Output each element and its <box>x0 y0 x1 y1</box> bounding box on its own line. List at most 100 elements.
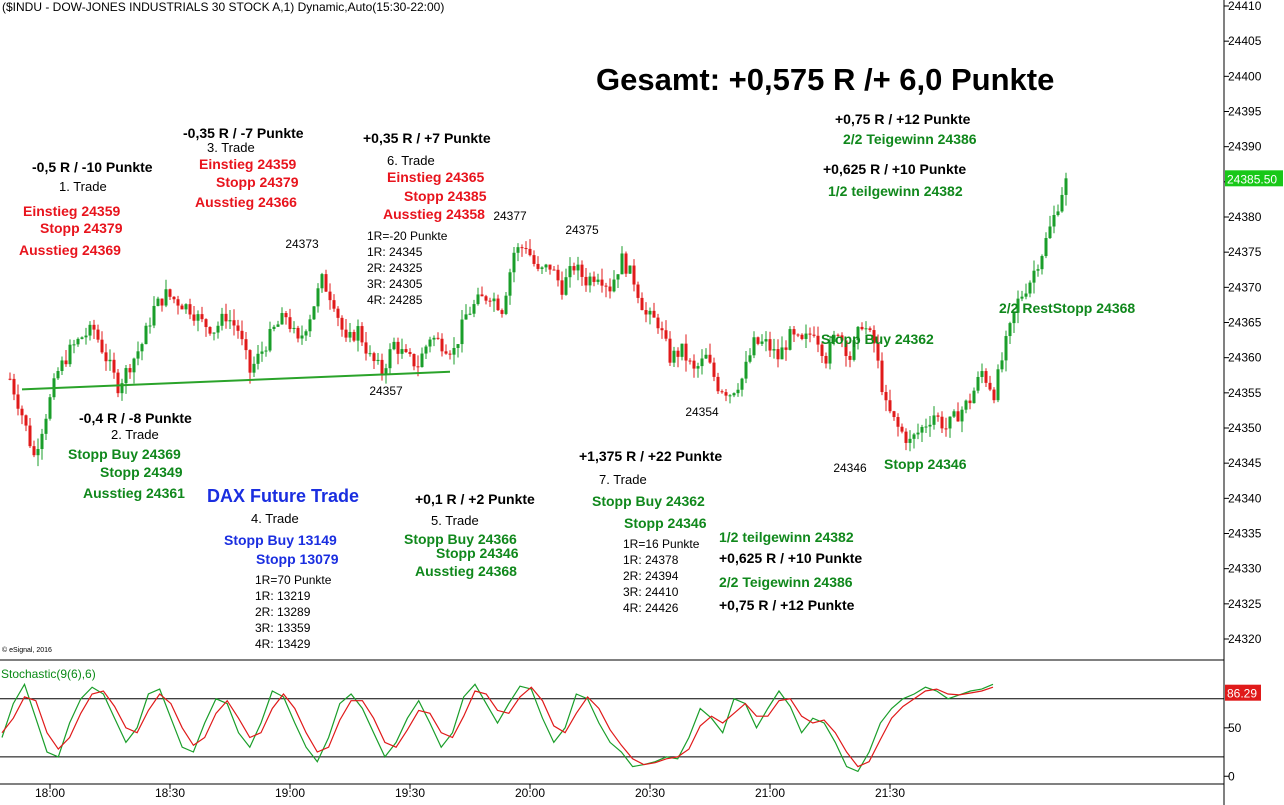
candle-body <box>900 426 904 432</box>
candle-body <box>360 326 364 343</box>
candle-body <box>628 265 632 274</box>
t2-stop: Stopp 24349 <box>100 464 183 480</box>
candle-body <box>56 371 60 379</box>
candle-body <box>852 340 856 360</box>
swing-price-label: 24373 <box>285 237 319 251</box>
candle-body <box>84 335 88 338</box>
candle-body <box>1020 296 1024 299</box>
candle-body <box>240 330 244 340</box>
t6-title: 6. Trade <box>387 153 435 168</box>
candle-body <box>664 330 668 339</box>
candle-body <box>332 300 336 309</box>
candle-body <box>656 317 660 329</box>
t4-r2: 2R: 13289 <box>255 605 311 619</box>
candle-body <box>812 334 816 336</box>
candle-body <box>416 366 420 368</box>
candle-body <box>512 252 516 273</box>
time-tick-label: 21:00 <box>755 786 785 800</box>
t7-partial2: 2/2 Teigewinn 24386 <box>719 574 853 590</box>
price-tick-label: 24345 <box>1228 456 1262 470</box>
chart-stop-buy: Stopp Buy 24362 <box>821 331 934 347</box>
candle-body <box>808 333 812 335</box>
candle-body <box>40 433 44 450</box>
candle-body <box>560 280 564 295</box>
t3-stop: Stopp 24379 <box>216 174 299 190</box>
candle-body <box>436 337 440 339</box>
candle-body <box>224 313 228 322</box>
candle-body <box>28 425 32 447</box>
t7-r0: 1R=16 Punkte <box>623 537 700 551</box>
candle-body <box>420 353 424 368</box>
candle-body <box>456 344 460 348</box>
candle-body <box>868 328 872 331</box>
candle-body <box>732 393 736 396</box>
time-tick-label: 19:30 <box>395 786 425 800</box>
candle-body <box>152 305 156 326</box>
candle-body <box>404 349 408 353</box>
t4-stop: Stopp 13079 <box>256 551 339 567</box>
candle-body <box>952 411 956 417</box>
candle-body <box>252 363 256 373</box>
candle-body <box>368 353 372 355</box>
candle-body <box>1036 269 1040 271</box>
candle-body <box>704 354 708 359</box>
candle-body <box>444 351 448 354</box>
candle-body <box>248 350 252 373</box>
candle-body <box>120 383 124 394</box>
candle-body <box>432 337 436 340</box>
candle-body <box>856 326 860 341</box>
t7-partial1-result: +0,625 R / +10 Punkte <box>719 550 863 566</box>
candle-body <box>584 276 588 286</box>
candle-body <box>108 359 112 362</box>
candle-body <box>924 426 928 428</box>
candle-body <box>36 449 40 456</box>
candle-body <box>204 319 208 328</box>
candle-body <box>236 325 240 331</box>
candle-body <box>504 295 508 314</box>
t4-r4: 4R: 13429 <box>255 637 311 651</box>
price-tick-label: 24390 <box>1228 140 1262 154</box>
candle-body <box>692 360 696 369</box>
t2-title: 2. Trade <box>111 427 159 442</box>
stoch-tick-label: 0 <box>1228 769 1235 783</box>
price-tick-label: 24365 <box>1228 316 1262 330</box>
candle-body <box>160 298 164 306</box>
t2-exit: Ausstieg 24361 <box>83 485 185 501</box>
candle-body <box>948 416 952 429</box>
t7-r4: 4R: 24426 <box>623 601 679 615</box>
candle-body <box>616 274 620 280</box>
candle-body <box>940 416 944 429</box>
candle-body <box>476 294 480 305</box>
t7-partial1: 1/2 teilgewinn 24382 <box>719 529 854 545</box>
candle-body <box>1056 211 1060 216</box>
time-tick-label: 21:30 <box>875 786 905 800</box>
candle-body <box>264 350 268 352</box>
candle-body <box>356 326 360 341</box>
candle-body <box>748 355 752 362</box>
candle-body <box>816 335 820 345</box>
candle-body <box>256 353 260 364</box>
candle-body <box>988 382 992 390</box>
candle-body <box>728 395 732 397</box>
candle-body <box>1004 336 1008 361</box>
candle-body <box>516 247 520 253</box>
candle-body <box>8 378 12 380</box>
t6-r1: 1R: 24345 <box>367 245 423 259</box>
t6-stop: Stopp 24385 <box>404 188 487 204</box>
candle-body <box>980 371 984 377</box>
candle-body <box>880 360 884 393</box>
candle-body <box>452 347 456 355</box>
t5-result: +0,1 R / +2 Punkte <box>415 491 535 507</box>
top-partial2-result: +0,75 R / +12 Punkte <box>835 111 971 127</box>
candle-body <box>1052 215 1056 227</box>
candle-body <box>776 349 780 360</box>
candle-body <box>604 285 608 287</box>
candle-body <box>956 411 960 422</box>
candle-body <box>192 314 196 321</box>
candle-body <box>552 269 556 271</box>
candle-body <box>100 339 104 353</box>
candle-body <box>1008 323 1012 337</box>
candle-body <box>916 432 920 435</box>
candle-body <box>680 343 684 357</box>
